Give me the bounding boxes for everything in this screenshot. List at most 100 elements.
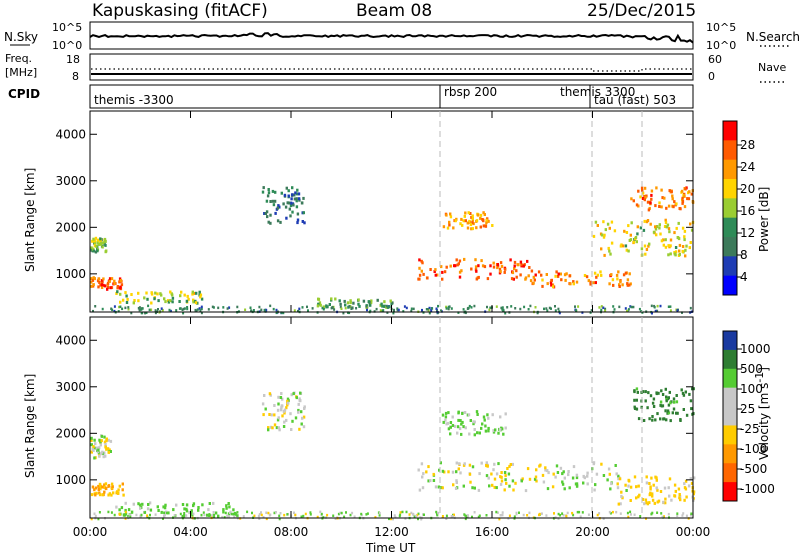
heatmap-cell-3-41 [289, 201, 293, 205]
heatmap-cell-2-44 [199, 293, 203, 297]
heatmap-cell-0-45 [113, 282, 116, 285]
heatmap-cell-7-3 [659, 490, 663, 493]
heatmap-cell-4-18 [370, 299, 373, 303]
ground-cell-205 [399, 513, 402, 517]
heatmap-cell-9-3 [674, 250, 678, 254]
heatmap-cell-2-34 [225, 506, 228, 510]
heatmap-cell-3-67 [264, 212, 267, 215]
ground-cell-165 [320, 512, 323, 516]
ground-cell-10 [553, 512, 555, 515]
heatmap-cell-7-59 [532, 281, 535, 285]
heatmap-cell-4-57 [514, 481, 517, 485]
ground-cell-143 [258, 517, 261, 520]
heatmap-cell-4-101 [534, 475, 538, 479]
ground-cell-244 [154, 311, 157, 315]
heatmap-cell-9-81 [676, 236, 679, 239]
heatmap-cell-5-42 [422, 272, 425, 276]
heatmap-cell-8-39 [635, 203, 639, 207]
heatmap-cell-7-44 [624, 271, 628, 275]
heatmap-cell-2-40 [139, 506, 142, 510]
heatmap-cell-3-62 [301, 416, 304, 420]
heatmap-cell-3-66 [267, 428, 270, 432]
heatmap-cell-2-21 [199, 295, 202, 299]
x-tick-label-6: 00:00 [676, 525, 711, 539]
heatmap-cell-4-145 [421, 486, 425, 490]
ground-cell-166 [543, 307, 545, 311]
heatmap-cell-4-124 [485, 464, 488, 468]
ground-cell-126 [330, 306, 333, 310]
heatmap-cell-5-68 [528, 266, 531, 269]
ground-cell-119 [129, 515, 132, 519]
heatmap-cell-4-44 [369, 303, 372, 307]
station-title: Kapuskasing (fitACF) [92, 1, 268, 21]
heatmap-cell-5-41 [509, 258, 512, 262]
ground-cell-77 [604, 307, 607, 311]
nave-tick-top: 60 [708, 53, 722, 66]
ground-cell-155 [426, 308, 429, 311]
heatmap-cell-9-109 [654, 225, 657, 229]
heatmap-cell-2-53 [124, 501, 127, 505]
heatmap-cell-3-46 [283, 420, 286, 424]
heatmap-cell-9-89 [669, 252, 672, 256]
ground-cell-46 [190, 512, 193, 515]
heatmap-cell-6-39 [641, 390, 645, 394]
heatmap-cell-5-0 [474, 258, 477, 262]
ground-cell-177 [107, 510, 110, 514]
heatmap-cell-1-23 [103, 451, 106, 455]
heatmap-cell-2-66 [137, 502, 140, 506]
heatmap-cell-4-125 [441, 486, 444, 490]
heatmap-cell-3-39 [290, 197, 293, 201]
heatmap-cell-6-48 [680, 388, 683, 392]
heatmap-cell-4-13 [493, 485, 496, 489]
ground-cell-150 [110, 511, 113, 514]
velocity-cb-label-5: -100 [740, 442, 767, 456]
ground-cell-15 [137, 307, 140, 310]
heatmap-cell-9-23 [678, 243, 682, 247]
heatmap-cell-6-7 [452, 226, 455, 230]
power-cb-label-1: 24 [740, 160, 755, 174]
heatmap-cell-7-60 [655, 486, 658, 490]
heatmap-cell-1-33 [92, 249, 95, 253]
heatmap-cell-3-32 [303, 221, 306, 225]
heatmap-cell-4-130 [500, 475, 503, 479]
heatmap-cell-5-54 [500, 264, 504, 268]
ground-cell-151 [685, 514, 688, 518]
heatmap-cell-4-5 [608, 472, 611, 476]
ground-cell-168 [436, 309, 438, 312]
heatmap-cell-4-148 [520, 479, 523, 483]
heatmap-cell-3-19 [265, 210, 269, 214]
heatmap-cell-6-9 [469, 212, 472, 215]
heatmap-cell-9-7 [662, 238, 665, 242]
ground-cell-107 [166, 511, 168, 515]
heatmap-cell-7-40 [619, 502, 622, 506]
heatmap-cell-7-7 [615, 273, 619, 277]
ground-cell-23 [420, 518, 423, 521]
heatmap-cell-4-108 [469, 480, 472, 484]
power-cb-label-0: 28 [740, 138, 755, 152]
heatmap-cell-6-52 [469, 223, 473, 226]
heatmap-cell-3-21 [269, 425, 273, 429]
heatmap-cell-8-25 [661, 196, 664, 200]
heatmap-cell-5-42 [460, 432, 463, 436]
heatmap-cell-6-47 [651, 418, 654, 422]
ground-cell-203 [309, 513, 312, 516]
heatmap-cell-5-67 [418, 273, 422, 277]
ground-cell-100 [566, 511, 569, 515]
heatmap-cell-1-47 [104, 445, 107, 449]
heatmap-cell-6-69 [675, 411, 678, 415]
heatmap-cell-5-10 [503, 270, 506, 274]
heatmap-cell-7-61 [592, 281, 595, 285]
heatmap-cell-7-9 [645, 481, 649, 485]
heatmap-cell-5-51 [487, 429, 490, 433]
heatmap-cell-9-45 [668, 230, 671, 234]
heatmap-cell-2-54 [207, 508, 210, 512]
ground-cell-160 [619, 512, 622, 515]
heatmap-cell-3-59 [266, 194, 270, 198]
ground-cell-94 [269, 304, 272, 308]
heatmap-cell-4-17 [546, 487, 550, 491]
heatmap-cell-5-52 [513, 260, 517, 264]
ground-cell-59 [92, 309, 94, 313]
ground-cell-134 [274, 511, 277, 514]
heatmap-cell-6-18 [459, 222, 462, 226]
heatmap-cell-0-44 [91, 278, 95, 282]
